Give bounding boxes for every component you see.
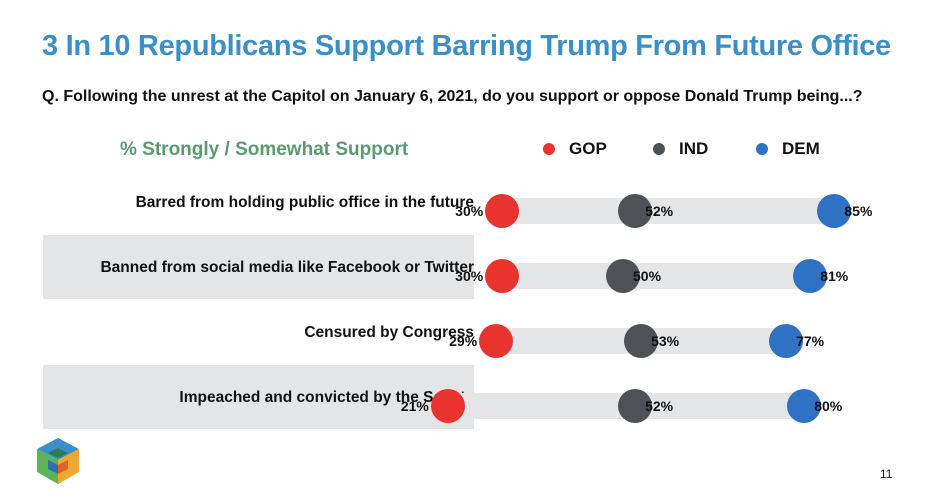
row-band xyxy=(43,365,474,429)
value-label-ind: 50% xyxy=(633,268,662,284)
legend-dot-dem xyxy=(756,143,768,155)
legend-item-ind: IND xyxy=(653,139,708,159)
value-label-dem: 85% xyxy=(844,203,873,219)
dot-ind xyxy=(606,259,640,293)
row-label: Impeached and convicted by the Senate xyxy=(179,389,474,406)
legend-item-dem: DEM xyxy=(756,139,820,159)
value-label-gop: 30% xyxy=(455,203,484,219)
value-label-ind: 52% xyxy=(645,398,674,414)
dot-gop xyxy=(479,324,514,358)
row-band xyxy=(43,235,474,299)
survey-question: Q. Following the unrest at the Capitol o… xyxy=(42,88,863,105)
range-track xyxy=(502,263,811,289)
value-label-gop: 30% xyxy=(455,268,484,284)
legend-label-gop: GOP xyxy=(569,139,607,158)
range-track xyxy=(502,198,835,224)
dot-dem xyxy=(769,324,804,358)
row-label: Censured by Congress xyxy=(304,324,474,341)
value-label-gop: 21% xyxy=(400,398,429,414)
dot-ind xyxy=(618,389,653,423)
dot-ind xyxy=(624,324,659,358)
legend-label-ind: IND xyxy=(679,139,709,158)
dot-gop xyxy=(485,259,520,293)
value-label-gop: 29% xyxy=(449,333,478,349)
dot-gop xyxy=(485,194,520,228)
page-title: 3 In 10 Republicans Support Barring Trum… xyxy=(42,30,891,62)
row-label: Banned from social media like Facebook o… xyxy=(100,259,474,276)
company-logo xyxy=(37,438,79,484)
page-number: 11 xyxy=(880,467,893,481)
dot-dem xyxy=(787,389,822,423)
legend-label-dem: DEM xyxy=(782,139,820,158)
row-label: Barred from holding public office in the… xyxy=(135,194,474,211)
value-label-ind: 53% xyxy=(651,333,680,349)
dot-dem xyxy=(817,194,852,228)
value-label-dem: 77% xyxy=(796,333,825,349)
dot-gop xyxy=(430,389,465,423)
legend-dot-gop xyxy=(543,143,555,155)
value-label-dem: 80% xyxy=(814,398,843,414)
chart-subhead: % Strongly / Somewhat Support xyxy=(120,139,409,160)
legend-item-gop: GOP xyxy=(543,139,607,159)
legend-dot-ind xyxy=(653,143,665,155)
dot-dem xyxy=(793,259,828,293)
dot-ind xyxy=(618,194,653,228)
value-label-dem: 81% xyxy=(820,268,849,284)
value-label-ind: 52% xyxy=(645,203,674,219)
